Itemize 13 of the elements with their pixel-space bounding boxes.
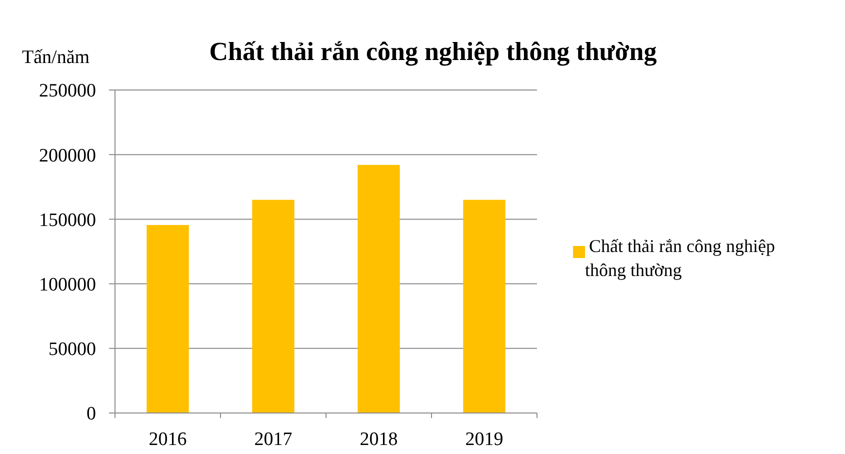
legend-label: Chất thải rắn công nghiệp thông thường (585, 236, 775, 280)
y-tick-label: 50000 (48, 339, 96, 360)
x-tick-label: 2016 (148, 429, 187, 450)
y-tick-label: 100000 (39, 274, 96, 296)
x-tick-label: 2019 (465, 429, 504, 450)
y-tick-label: 0 (86, 404, 96, 425)
x-tick-label: 2017 (254, 429, 292, 450)
y-tick-label: 250000 (39, 80, 96, 102)
y-axis-title: Tấn/năm (22, 47, 90, 68)
y-tick-label: 150000 (39, 210, 96, 231)
y-tick-label: 200000 (39, 145, 96, 166)
chart-title: Chất thải rắn công nghiệp thông thường (209, 37, 657, 66)
x-tick-label: 2018 (360, 429, 398, 450)
